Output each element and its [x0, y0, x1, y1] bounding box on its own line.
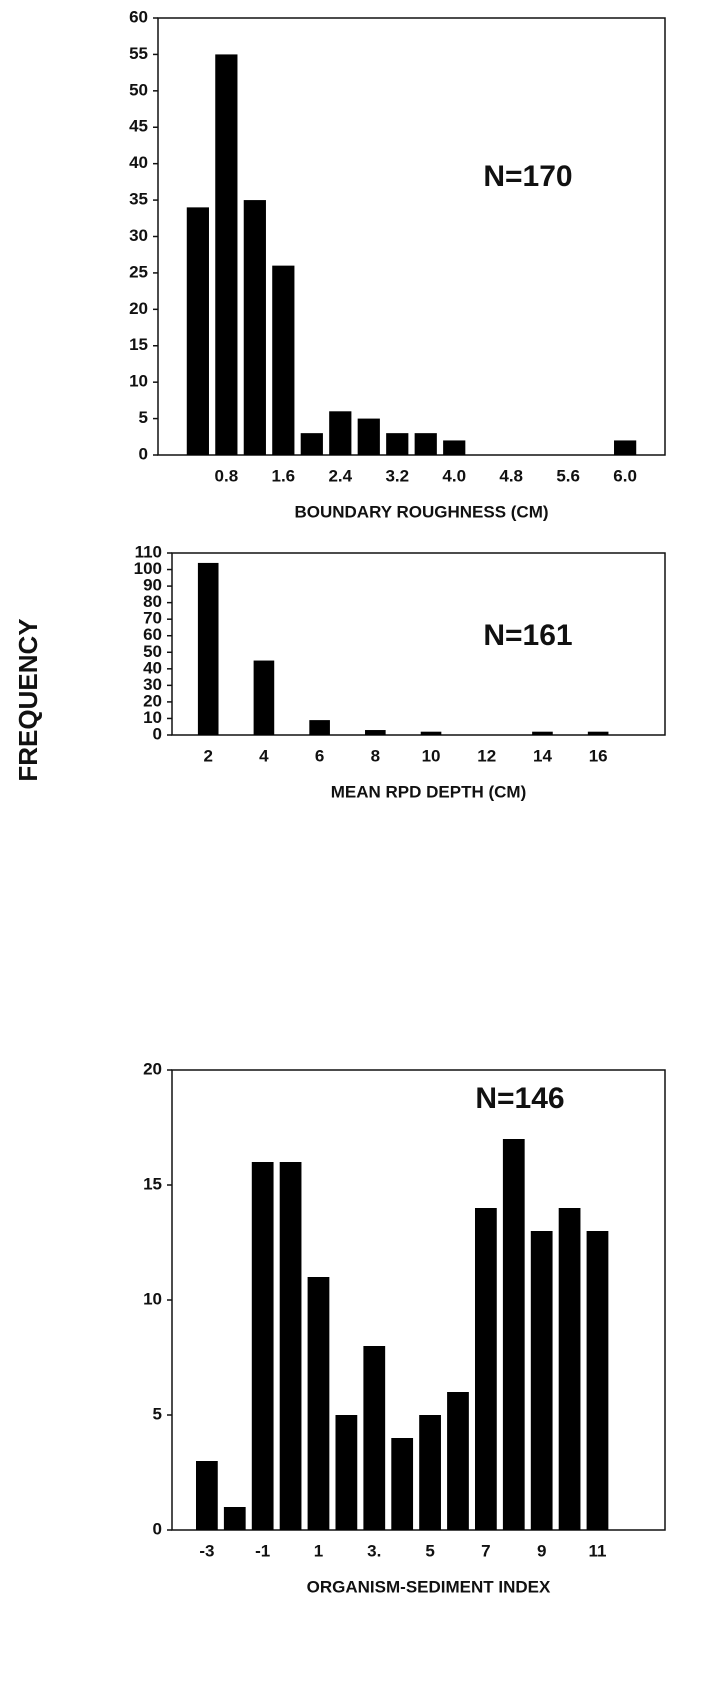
y-tick-label: 60: [129, 7, 148, 26]
bar: [197, 562, 219, 735]
x-tick-label: 12: [477, 746, 496, 765]
y-tick-label: 30: [143, 675, 162, 694]
bar: [614, 440, 637, 455]
y-tick-label: 25: [129, 262, 148, 281]
x-tick-label: -1: [255, 1541, 270, 1560]
x-tick-label: 7: [481, 1541, 490, 1560]
y-tick-label: 15: [129, 335, 148, 354]
x-tick-label: 2: [203, 746, 212, 765]
bar: [243, 200, 266, 455]
bar: [309, 720, 330, 735]
y-tick-label: 100: [134, 559, 162, 578]
x-axis-title: MEAN RPD DEPTH (CM): [331, 782, 527, 801]
bar: [587, 731, 609, 735]
plot-frame: [171, 552, 666, 736]
x-tick-label: 16: [589, 746, 608, 765]
bar: [474, 1208, 497, 1530]
bar: [363, 1346, 386, 1530]
bar: [443, 440, 466, 455]
x-tick-label: 10: [422, 746, 441, 765]
annotation: N=146: [475, 1082, 564, 1115]
x-tick-label: 5: [425, 1541, 434, 1560]
x-tick-label: 11: [588, 1541, 606, 1560]
x-tick-label: 1.6: [272, 466, 296, 485]
x-tick-label: 9: [537, 1541, 546, 1560]
x-tick-label: 5.6: [556, 466, 580, 485]
y-tick-label: 40: [143, 658, 162, 677]
bar: [586, 1231, 609, 1530]
x-tick-label: -3: [199, 1541, 214, 1560]
x-tick-label: 0.8: [215, 466, 239, 485]
y-tick-label: 20: [143, 1059, 162, 1078]
y-tick-label: 90: [143, 576, 162, 595]
y-tick-label: 0: [153, 724, 162, 743]
y-tick-label: 10: [143, 708, 162, 727]
annotation: N=170: [483, 160, 572, 193]
y-tick-label: 55: [129, 44, 148, 63]
bar: [307, 1277, 330, 1530]
bar: [279, 1162, 302, 1530]
bar: [419, 1415, 441, 1530]
y-tick-label: 110: [135, 542, 162, 561]
y-tick-label: 70: [143, 609, 162, 628]
x-tick-label: 1: [314, 1541, 323, 1560]
x-tick-label: 3.2: [385, 466, 409, 485]
y-tick-label: 35: [129, 190, 148, 209]
y-tick-label: 5: [139, 408, 148, 427]
y-tick-label: 5: [153, 1404, 162, 1423]
bar: [414, 433, 437, 455]
y-tick-label: 10: [129, 372, 148, 391]
y-tick-label: 10: [143, 1289, 162, 1308]
annotation: N=161: [483, 619, 572, 652]
x-tick-label: 3.: [367, 1541, 381, 1560]
y-tick-label: 0: [139, 444, 148, 463]
y-tick-label: 30: [129, 226, 148, 245]
x-tick-label: 6: [315, 746, 324, 765]
x-tick-label: 4.0: [442, 466, 466, 485]
y-tick-label: 80: [143, 592, 162, 611]
y-tick-label: 0: [153, 1519, 162, 1538]
bar: [186, 207, 209, 455]
bar: [530, 1231, 553, 1530]
bar: [335, 1415, 358, 1530]
bar: [253, 660, 275, 735]
x-axis-title: ORGANISM-SEDIMENT INDEX: [307, 1577, 551, 1596]
y-tick-label: 50: [129, 80, 148, 99]
x-tick-label: 2.4: [328, 466, 352, 485]
bar: [391, 1438, 414, 1530]
y-tick-label: 20: [129, 299, 148, 318]
y-tick-label: 40: [129, 153, 148, 172]
y-tick-label: 50: [143, 642, 162, 661]
bar: [357, 418, 380, 455]
bar: [502, 1139, 525, 1530]
bar: [532, 731, 553, 735]
y-tick-label: 20: [143, 691, 162, 710]
bar: [251, 1162, 274, 1530]
x-tick-label: 6.0: [613, 466, 637, 485]
y-tick-label: 60: [143, 625, 162, 644]
x-axis-title: BOUNDARY ROUGHNESS (CM): [294, 502, 548, 521]
x-tick-label: 8: [371, 746, 380, 765]
y-tick-label: 15: [143, 1174, 162, 1193]
bar: [365, 730, 386, 735]
bar: [386, 433, 409, 455]
bar: [195, 1461, 218, 1530]
bar: [223, 1507, 246, 1530]
bar: [215, 54, 238, 456]
x-tick-label: 14: [533, 746, 552, 765]
bar: [558, 1208, 581, 1530]
bar: [272, 265, 295, 455]
x-tick-label: 4.8: [499, 466, 523, 485]
bar: [447, 1392, 469, 1530]
bar: [300, 433, 323, 455]
y-tick-label: 45: [129, 117, 148, 136]
bar: [329, 411, 352, 455]
y-axis-title: FREQUENCY: [13, 618, 43, 781]
bar: [420, 731, 442, 735]
x-tick-label: 4: [259, 746, 269, 765]
